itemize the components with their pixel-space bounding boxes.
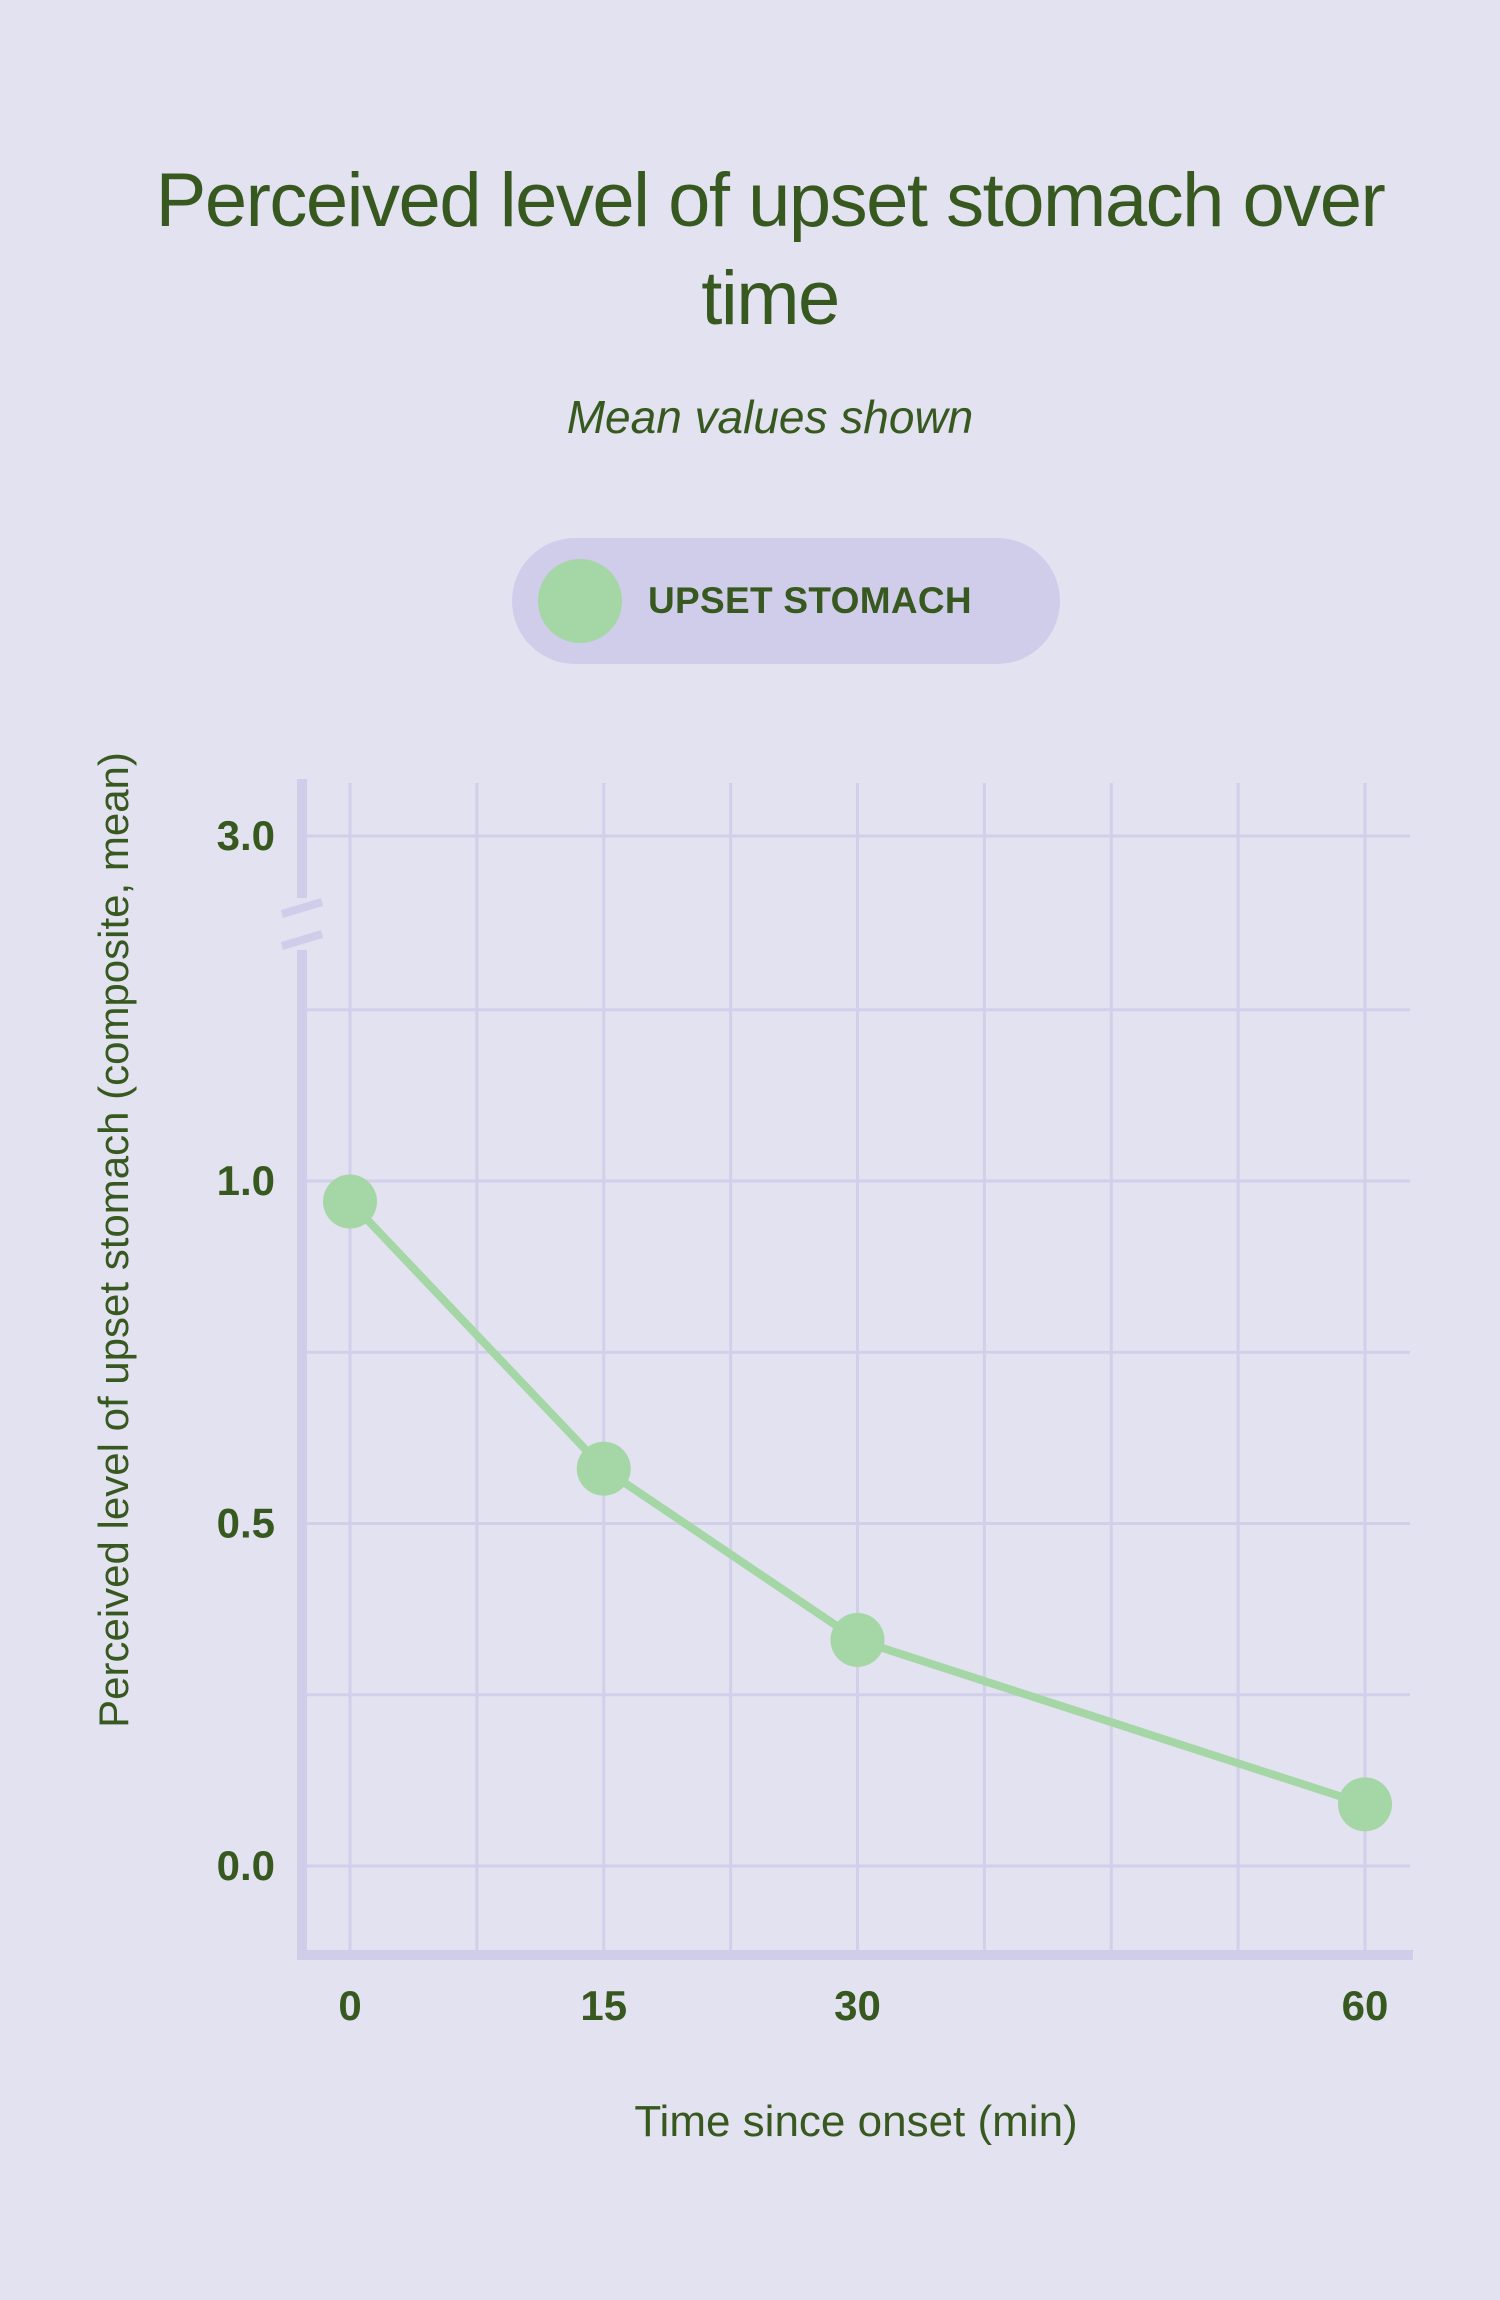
axis-labels: 0.0 0.5 1.0 3.0 0 15 30 60 Time since onset (min… [90,752,1388,2146]
x-axis-title: Time since onset (min) [634,2097,1077,2146]
chart-title: Perceived level of upset stomach over ti… [155,158,1386,341]
y-tick-label: 3.0 [217,812,275,859]
data-point [323,1174,377,1229]
legend: UPSET STOMACH [512,538,1060,664]
axes [280,779,1413,1960]
series-line [346,1197,1369,1809]
data-point [830,1612,885,1667]
y-tick-label: 0.0 [217,1842,275,1889]
x-tick-label: 60 [1342,1982,1389,2029]
axis-break-mark [280,930,324,950]
legend-marker [538,559,622,643]
y-axis-title: Perceived level of upset stomach (compos… [90,752,137,1728]
x-tick-label: 0 [338,1982,361,2029]
legend-label: UPSET STOMACH [648,580,972,621]
chart-subtitle: Mean values shown [566,391,974,443]
axis-break-mark [280,898,324,918]
x-tick-label: 15 [580,1982,627,2029]
grid [302,783,1410,1955]
data-point [1338,1777,1392,1832]
data-point [576,1441,631,1496]
x-tick-label: 30 [834,1982,881,2029]
y-tick-label: 1.0 [217,1157,275,1204]
series-upset-stomach [323,1174,1392,1832]
y-tick-label: 0.5 [217,1500,275,1547]
